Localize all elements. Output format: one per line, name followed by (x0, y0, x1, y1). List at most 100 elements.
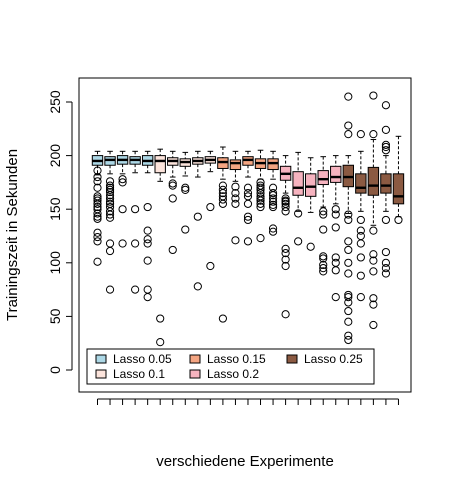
box-3 (116, 150, 129, 248)
outlier-point (294, 209, 303, 218)
box-14 (254, 149, 267, 243)
legend-swatch (189, 354, 201, 364)
outlier-point (243, 199, 253, 208)
outlier-point (105, 191, 115, 200)
outlier-point (256, 234, 265, 243)
box-4 (129, 150, 141, 294)
legend-swatch (95, 354, 107, 364)
box-5 (141, 150, 154, 302)
outlier-point (281, 310, 290, 319)
outlier-point (369, 250, 378, 259)
outlier-point (281, 202, 290, 212)
outlier-point (319, 264, 328, 273)
outlier-point (256, 194, 265, 203)
outlier-point (93, 172, 102, 182)
outlier-point (344, 210, 353, 219)
outlier-point (344, 331, 353, 340)
outlier-point (105, 213, 115, 222)
outlier-point (231, 236, 240, 245)
outlier-point (381, 140, 391, 149)
x-axis-label: verschiedene Experimente (156, 453, 334, 470)
outlier-point (344, 298, 353, 307)
outlier-point (268, 191, 278, 200)
outlier-point (381, 247, 391, 257)
box-body (154, 155, 166, 174)
outlier-point (306, 242, 315, 251)
outlier-point (381, 215, 391, 225)
outlier-point (268, 197, 278, 206)
outlier-point (105, 181, 115, 190)
outlier-point (344, 130, 353, 139)
outlier-point (268, 224, 278, 233)
outlier-point (143, 293, 152, 302)
outlier-point (243, 237, 253, 246)
outlier-point (93, 177, 102, 186)
outlier-point (181, 225, 190, 234)
box-body (317, 170, 329, 186)
outlier-point (319, 210, 328, 219)
outlier-point (319, 225, 328, 234)
outlier-point (381, 258, 391, 267)
legend-swatch (286, 354, 298, 364)
legend-label: Lasso 0.1 (113, 367, 165, 381)
outlier-point (281, 261, 290, 271)
outlier-point (93, 212, 102, 221)
box-11 (217, 146, 229, 323)
outlier-point (181, 183, 190, 192)
outlier-point (369, 267, 378, 276)
plot-marks (91, 91, 405, 347)
y-axis-label: Trainingszeit in Sekunden (4, 149, 21, 321)
legend-box (86, 348, 375, 385)
box-17 (292, 151, 304, 246)
y-axis: 0 50 100 150 200 250 (47, 90, 73, 374)
outlier-point (105, 285, 115, 294)
outlier-point (356, 215, 365, 225)
outlier-point (369, 226, 378, 235)
y-tick-label: 100 (47, 251, 63, 275)
outlier-point (131, 239, 140, 248)
outlier-point (381, 101, 391, 110)
plot-frame (78, 77, 412, 393)
box-20 (330, 155, 342, 302)
outlier-point (93, 202, 102, 212)
outlier-point (105, 185, 115, 195)
box-body (392, 173, 405, 205)
outlier-point (105, 197, 115, 206)
outlier-point (256, 202, 265, 212)
outlier-point (281, 194, 290, 203)
outlier-point (319, 260, 328, 270)
outlier-point (218, 199, 227, 208)
outlier-point (369, 256, 378, 265)
legend-label: Lasso 0.05 (113, 352, 172, 366)
outlier-point (143, 226, 152, 235)
legend-label: Lasso 0.2 (207, 367, 259, 381)
box-22 (355, 130, 367, 302)
box-body (367, 166, 380, 196)
outlier-point (319, 267, 328, 276)
outlier-point (131, 285, 140, 294)
outlier-point (218, 189, 227, 198)
outlier-point (93, 166, 102, 175)
outlier-point (331, 205, 340, 214)
box-19 (317, 156, 329, 276)
y-tick-label: 0 (47, 366, 63, 374)
box-1 (91, 150, 104, 266)
outlier-point (231, 199, 240, 208)
outlier-point (319, 254, 328, 263)
outlier-point (243, 183, 253, 192)
outlier-point (381, 146, 391, 155)
outlier-point (243, 215, 253, 225)
outlier-point (344, 215, 353, 225)
outlier-point (381, 269, 391, 278)
outlier-point (93, 196, 102, 205)
outlier-point (356, 239, 365, 248)
outlier-point (344, 92, 353, 101)
outlier-point (105, 194, 115, 203)
outlier-point (231, 182, 240, 191)
outlier-point (331, 293, 340, 302)
x-axis (97, 398, 399, 405)
outlier-point (105, 187, 115, 197)
outlier-point (93, 232, 102, 242)
outlier-point (369, 130, 378, 139)
outlier-point (369, 294, 378, 303)
